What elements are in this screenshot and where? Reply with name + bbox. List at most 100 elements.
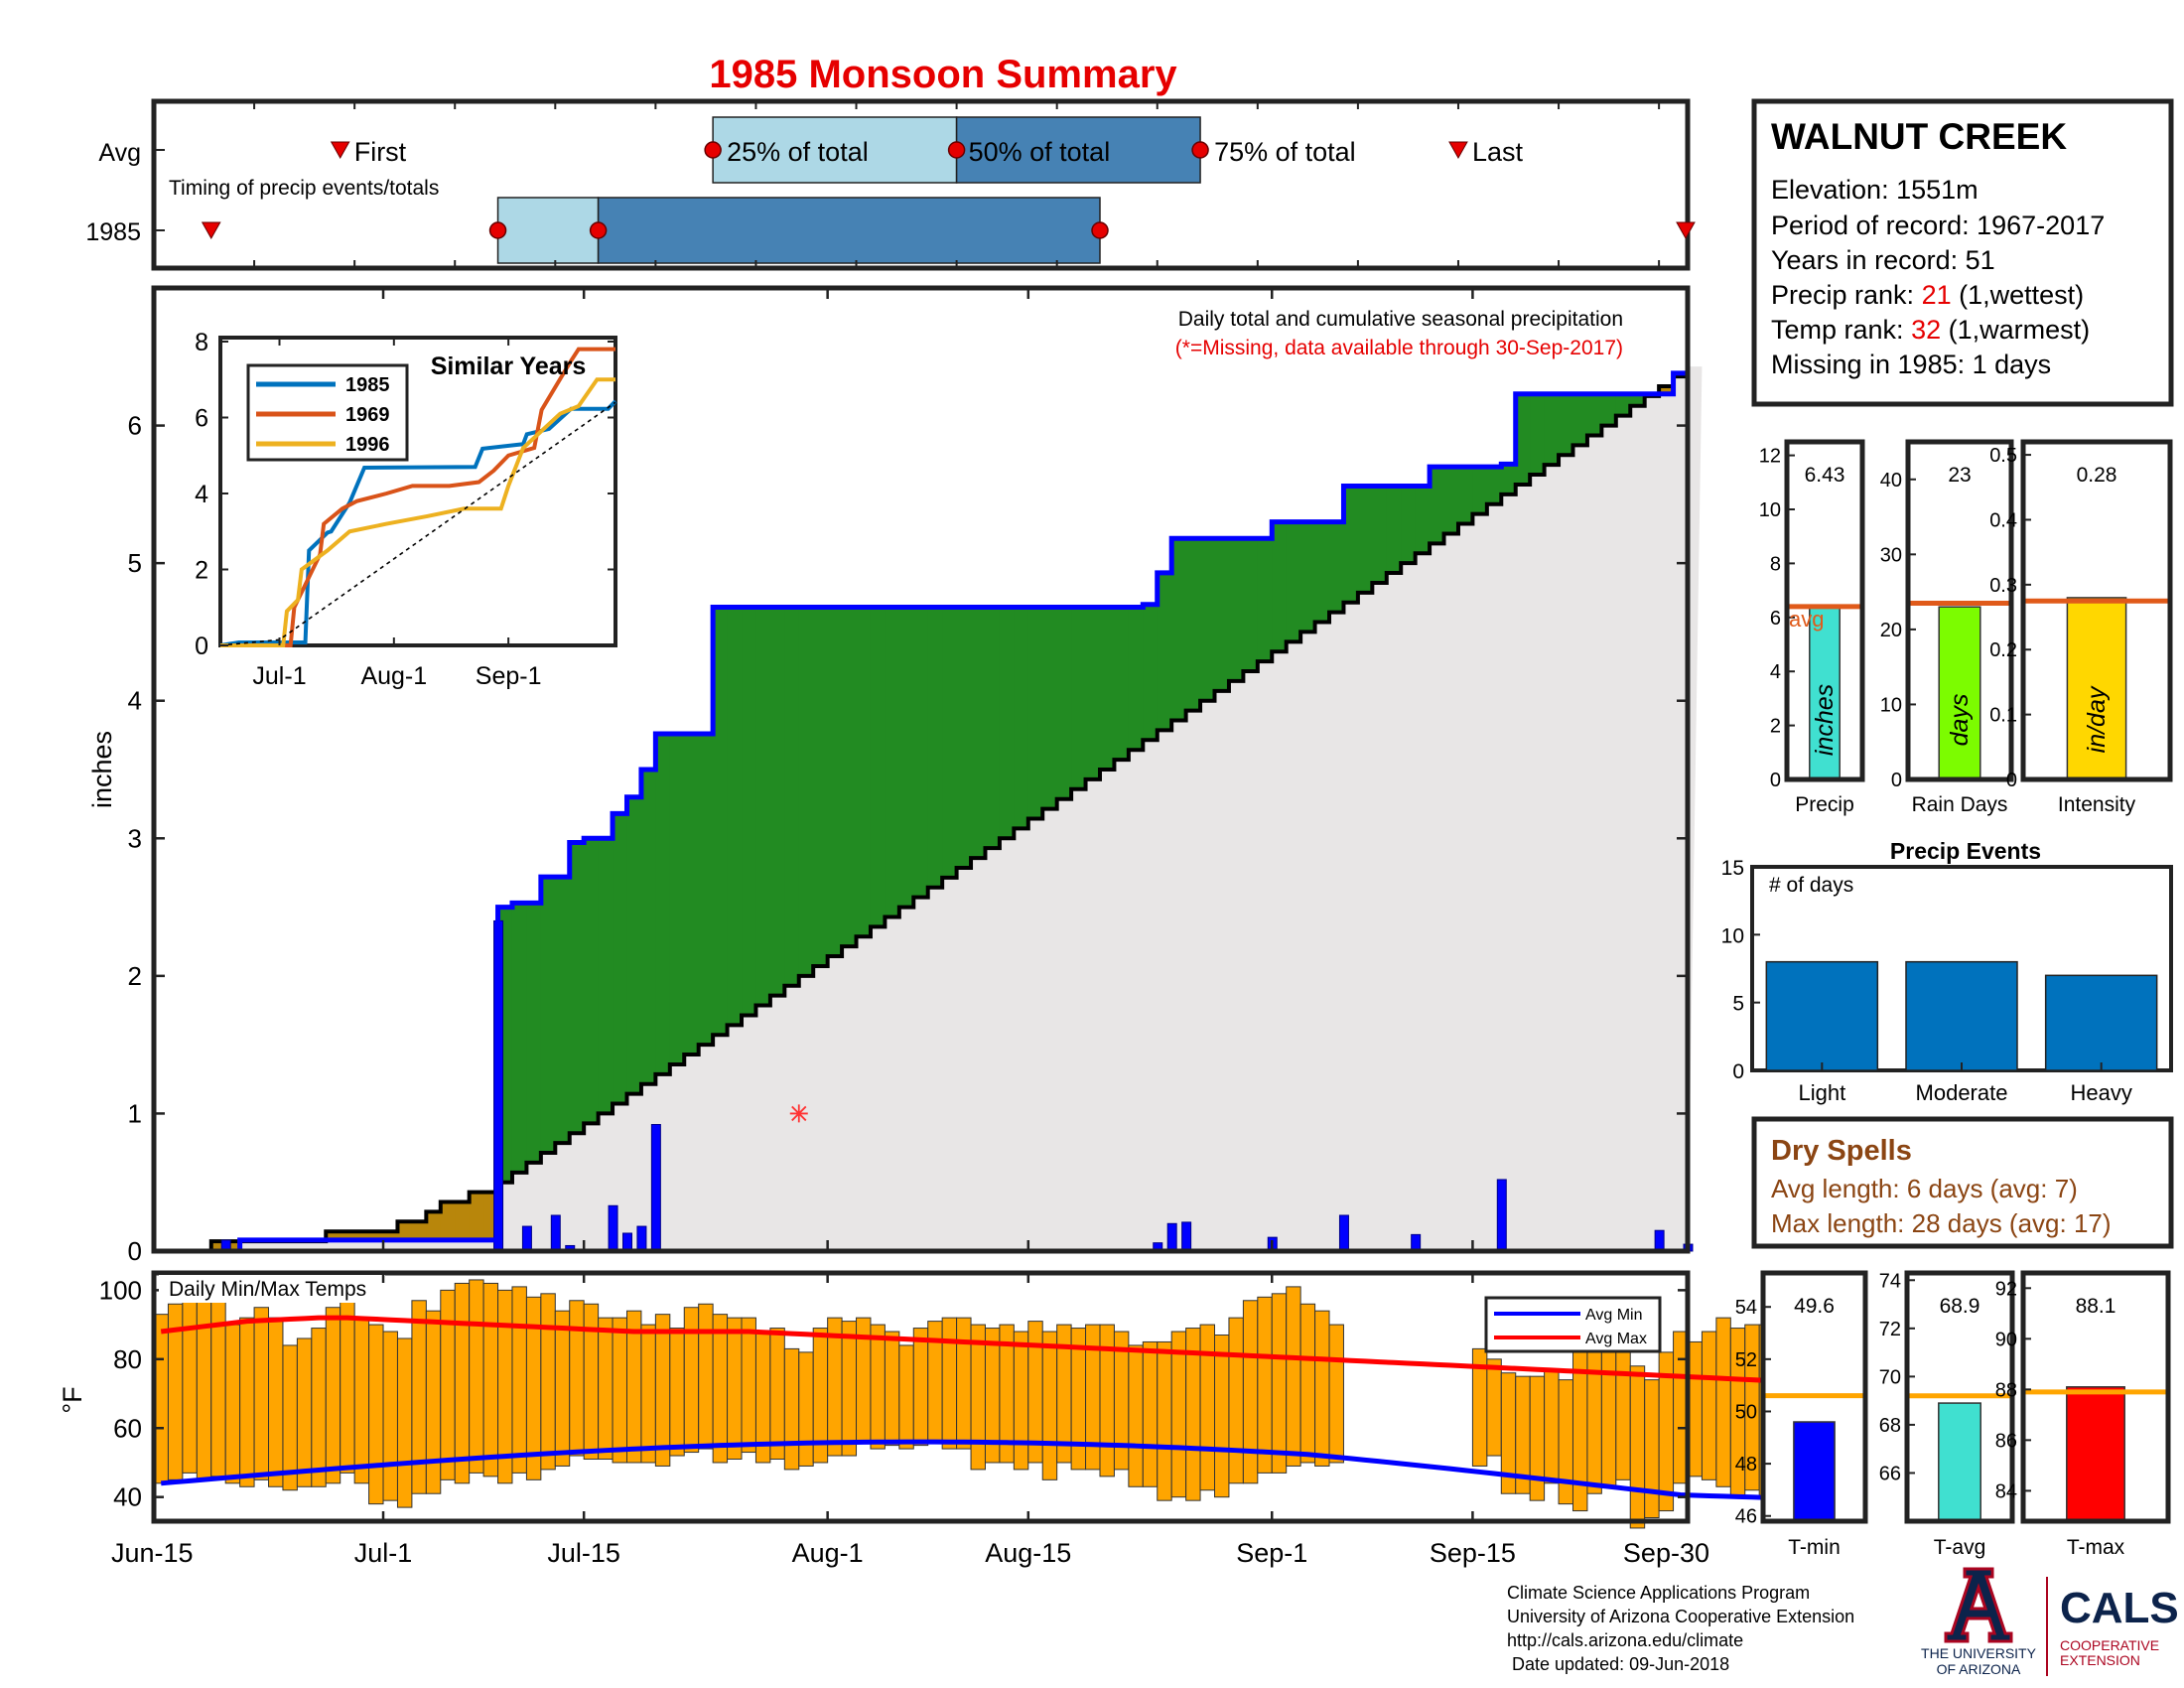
daily-temp-bar bbox=[783, 1347, 800, 1471]
daily-temp-bar bbox=[1228, 1317, 1244, 1484]
tavg-y-tick-label: 66 bbox=[1879, 1463, 1901, 1484]
temp-plot-frame bbox=[151, 1270, 1691, 1524]
daily-temp-bar bbox=[1529, 1375, 1546, 1501]
precip-event-bar bbox=[1905, 960, 2018, 1071]
above-average-fill bbox=[798, 607, 814, 976]
above-average-fill bbox=[856, 607, 872, 937]
precip-y-tick-label: 2 bbox=[1770, 716, 1781, 738]
rain_days-unit: days bbox=[1946, 694, 1974, 747]
above-average-fill bbox=[769, 607, 785, 996]
inset-y-tick-label: 2 bbox=[195, 557, 208, 585]
main-y-axis-label: inches bbox=[87, 731, 117, 808]
timing-bars bbox=[153, 101, 1696, 268]
x-tick-label: Jul-1 bbox=[354, 1538, 413, 1568]
x-tick-label: Aug-1 bbox=[792, 1538, 864, 1568]
intensity-unit: in/day bbox=[2083, 685, 2111, 753]
inset-x-tick-label: Aug-1 bbox=[360, 662, 427, 690]
above-average-fill bbox=[613, 813, 628, 1104]
tmin-bar bbox=[1793, 1421, 1836, 1522]
above-average-fill bbox=[1630, 393, 1646, 406]
avg-min-temp-line bbox=[161, 1439, 1810, 1502]
daily-temp-bar bbox=[1486, 1358, 1502, 1457]
temp-plot-caption: Daily Min/Max Temps bbox=[169, 1278, 366, 1301]
main-y-tick-label: 1 bbox=[128, 1098, 142, 1128]
station-period: Period of record: 1967-2017 bbox=[1771, 211, 2105, 240]
main-y-tick-label: 3 bbox=[128, 823, 142, 853]
precip-y-tick-label: 12 bbox=[1759, 446, 1781, 468]
year-q50-q75-box bbox=[597, 197, 1101, 264]
daily-temp-bar bbox=[698, 1303, 714, 1450]
last-event-label: Last bbox=[1472, 137, 1524, 167]
above-average-fill bbox=[1056, 607, 1072, 799]
station-info-box: WALNUT CREEK Elevation: 1551m Period of … bbox=[1751, 98, 2174, 407]
x-tick-label: Sep-1 bbox=[1236, 1538, 1307, 1568]
daily-temp-bar bbox=[311, 1328, 327, 1487]
above-average-fill bbox=[813, 607, 829, 966]
inset-line-1969 bbox=[220, 347, 615, 647]
above-average-fill bbox=[1314, 521, 1330, 623]
footer-line-3: http://cals.arizona.edu/climate bbox=[1507, 1630, 1743, 1650]
temp-y-tick-label: 40 bbox=[113, 1482, 142, 1512]
above-average-fill bbox=[684, 733, 700, 1055]
main-plot-caption: Daily total and cumulative seasonal prec… bbox=[1178, 308, 1623, 331]
daily-temp-bar bbox=[1242, 1300, 1259, 1484]
main-y-tick-label: 4 bbox=[128, 686, 142, 716]
precip-event-category: Heavy bbox=[2070, 1080, 2131, 1105]
below-average-fill bbox=[440, 1201, 456, 1240]
precip-y-tick-label: 10 bbox=[1759, 499, 1781, 521]
inset-y-tick-label: 6 bbox=[195, 405, 208, 433]
footer-line-2: University of Arizona Cooperative Extens… bbox=[1507, 1607, 1854, 1626]
daily-temp-bar bbox=[540, 1293, 556, 1471]
avg-q50-marker bbox=[947, 141, 966, 159]
above-average-fill bbox=[1171, 538, 1187, 721]
rain_days-bar bbox=[1938, 606, 1981, 780]
avg-q25-marker bbox=[704, 141, 722, 159]
above-average-fill bbox=[1157, 572, 1172, 731]
daily-precip-bar bbox=[608, 1204, 618, 1252]
rain_days-y-tick-label: 20 bbox=[1880, 620, 1902, 641]
q25-label: 25% of total bbox=[727, 137, 869, 167]
above-average-fill bbox=[827, 607, 843, 957]
above-average-fill bbox=[842, 607, 858, 947]
dry-spells-avg: Avg length: 6 days (avg: 7) bbox=[1771, 1174, 2078, 1203]
below-average-fill bbox=[383, 1231, 399, 1240]
daily-temp-bar bbox=[440, 1289, 456, 1480]
above-average-fill bbox=[1515, 393, 1531, 485]
tavg-panel-frame bbox=[1904, 1270, 2015, 1524]
precip-events-panel: Precip Events Light Moderate Heavy 0 5 10 15 #… bbox=[1721, 838, 2173, 1105]
daily-temp-bar bbox=[798, 1351, 814, 1467]
below-average-fill bbox=[426, 1211, 442, 1240]
above-average-fill bbox=[971, 607, 987, 859]
daily-temp-bar bbox=[1214, 1335, 1230, 1498]
precip-panel: 6.43 0 2 4 6 8 10 12 Precip inches avg bbox=[1759, 439, 1865, 816]
temp-y-axis-label: °F bbox=[58, 1386, 87, 1413]
inset-line-1996 bbox=[220, 377, 615, 647]
precip-events-marks: Light Moderate Heavy 0 5 10 15 bbox=[1721, 857, 2158, 1105]
daily-temp-bar bbox=[912, 1328, 929, 1447]
precip-unit: inches bbox=[1811, 684, 1839, 756]
daily-temp-bar bbox=[1586, 1328, 1602, 1494]
daily-precip-bar bbox=[1181, 1221, 1192, 1252]
daily-temp-bar bbox=[569, 1300, 585, 1457]
below-average-fill bbox=[225, 1241, 241, 1251]
timing-avg-label: Avg bbox=[98, 139, 141, 167]
daily-temp-bar bbox=[598, 1317, 614, 1461]
daily-temp-bar bbox=[956, 1317, 972, 1450]
avg-last-marker bbox=[1448, 141, 1468, 160]
inset-line-1985 bbox=[219, 399, 617, 647]
intensity-y-tick-label: 0.3 bbox=[1989, 575, 2017, 597]
daily-temp-bar bbox=[482, 1282, 499, 1477]
page-title: 1985 Monsoon Summary bbox=[709, 53, 1177, 96]
daily-temp-bar bbox=[1328, 1324, 1344, 1464]
above-average-fill bbox=[1572, 393, 1588, 446]
timing-panel: Avg 1985 Timing of precip events/totals … bbox=[85, 98, 1696, 271]
daily-temp-bar bbox=[282, 1344, 298, 1491]
above-average-fill bbox=[1544, 393, 1560, 466]
above-average-fill bbox=[1128, 607, 1144, 751]
tmin-y-tick-label: 46 bbox=[1735, 1506, 1757, 1528]
daily-temp-bar bbox=[727, 1317, 743, 1461]
daily-temp-bar bbox=[669, 1328, 685, 1457]
q75-label: 75% of total bbox=[1214, 137, 1356, 167]
daily-temp-bar bbox=[1157, 1340, 1172, 1501]
